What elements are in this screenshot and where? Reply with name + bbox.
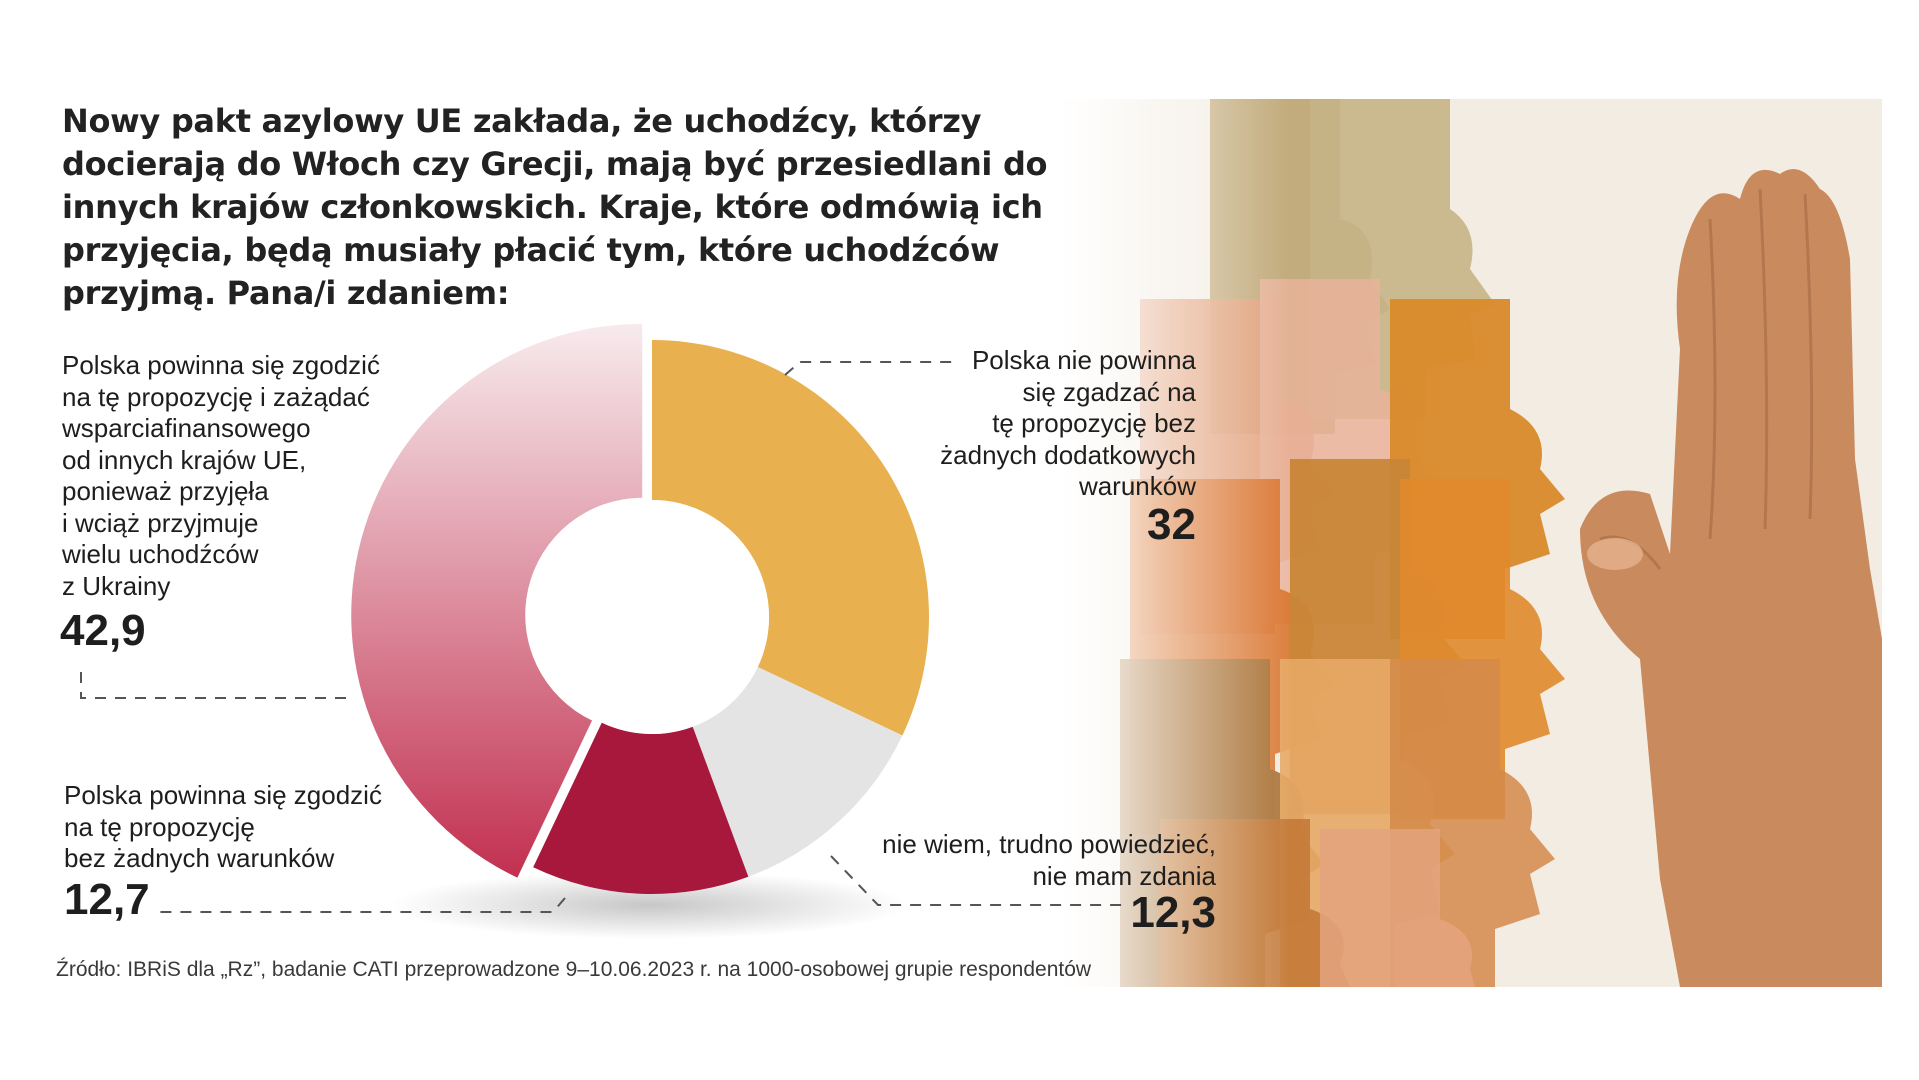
photo-fade bbox=[1060, 99, 1882, 987]
donut-slice-s1 bbox=[692, 667, 903, 877]
donut-slice-s2 bbox=[533, 722, 749, 894]
leader-line-s1 bbox=[830, 855, 1125, 906]
leader-lines bbox=[80, 361, 1125, 913]
slice-label-s1: nie wiem, trudno powiedzieć, nie mam zda… bbox=[882, 829, 1216, 891]
leader-line-s2 bbox=[160, 897, 566, 913]
donut-slice-s3 bbox=[351, 323, 643, 878]
data-label-s0: 32 bbox=[1147, 500, 1196, 549]
data-label-s1: 12,3 bbox=[1130, 888, 1216, 937]
data-label-s2: 12,7 bbox=[64, 875, 150, 924]
photo-illustration bbox=[1060, 99, 1882, 1039]
leader-line-s3 bbox=[80, 672, 350, 699]
source-note: Źródło: IBRiS dla „Rz”, badanie CATI prz… bbox=[56, 958, 1092, 981]
slice-label-s0: Polska nie powinna się zgadzać na tę pro… bbox=[940, 345, 1196, 501]
chart-shadow bbox=[390, 871, 910, 939]
refugees-and-hand-illustration bbox=[1060, 99, 1882, 1039]
chart-title: Nowy pakt azylowy UE zakłada, że uchodźc… bbox=[62, 102, 1048, 312]
leader-line-s0 bbox=[784, 361, 960, 376]
slice-label-s3: Polska powinna się zgodzić na tę propozy… bbox=[62, 350, 380, 601]
slice-label-s2: Polska powinna się zgodzić na tę propozy… bbox=[64, 780, 382, 873]
donut-hole bbox=[535, 500, 769, 734]
donut-slice-s0 bbox=[652, 340, 930, 736]
data-label-s3: 42,9 bbox=[60, 606, 146, 655]
